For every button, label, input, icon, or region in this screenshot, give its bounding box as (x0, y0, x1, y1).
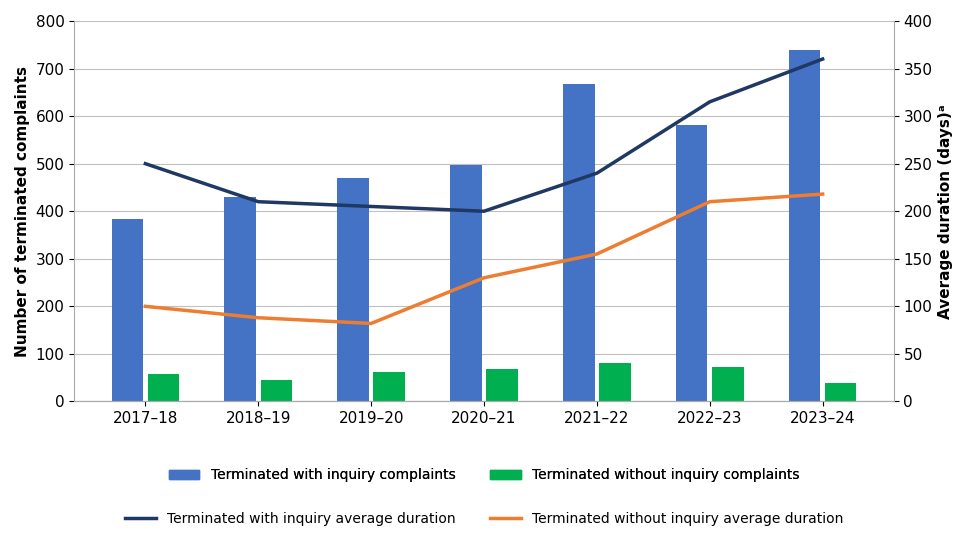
Y-axis label: Average duration (days)ᵃ: Average duration (days)ᵃ (938, 104, 953, 318)
Bar (599, 363, 631, 401)
Legend: Terminated with inquiry complaints, Terminated without inquiry complaints: Terminated with inquiry complaints, Term… (164, 463, 804, 488)
Bar (337, 178, 369, 401)
Bar (225, 197, 256, 401)
Bar (450, 165, 482, 401)
Bar (260, 380, 292, 401)
Bar (563, 84, 594, 401)
Bar (374, 372, 405, 401)
Bar (111, 220, 143, 401)
Bar (676, 125, 708, 401)
Bar (789, 49, 820, 401)
Legend: Terminated with inquiry average duration, Terminated without inquiry average dur: Terminated with inquiry average duration… (119, 506, 849, 531)
Bar (825, 384, 857, 401)
Bar (712, 367, 743, 401)
Bar (486, 369, 518, 401)
Bar (148, 374, 179, 401)
Y-axis label: Number of terminated complaints: Number of terminated complaints (15, 66, 30, 357)
